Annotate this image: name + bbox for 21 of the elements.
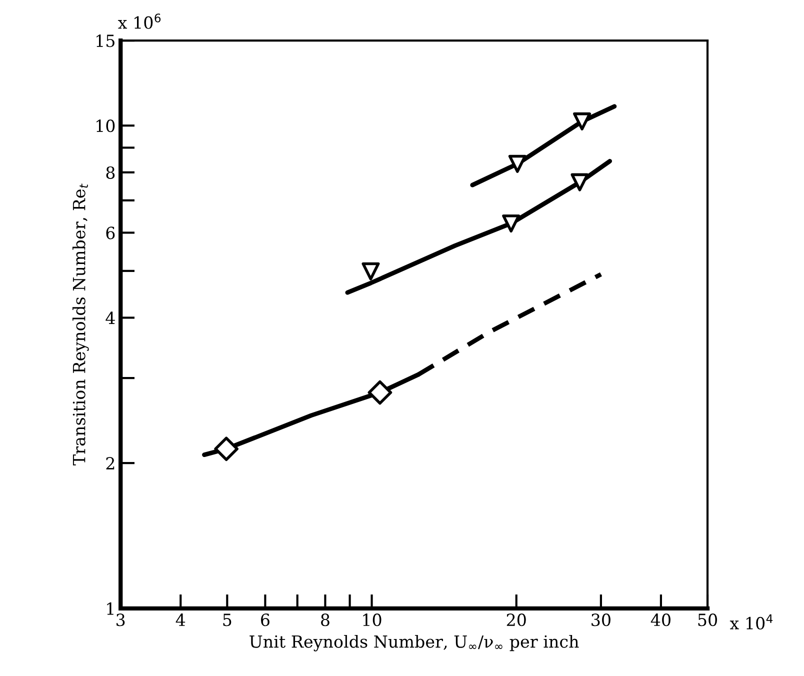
y-tick-label: 4 (106, 312, 115, 324)
x-tick-label: 30 (592, 614, 610, 626)
y-tick-label: 2 (106, 457, 114, 470)
x-tick-label: 20 (506, 614, 526, 626)
y-tick-label: 10 (96, 120, 115, 132)
x-tick-label: 8 (321, 614, 330, 626)
x-tick-label: 6 (261, 614, 270, 626)
x-tick-label: 50 (698, 614, 718, 626)
x-axis-title: Unit Reynolds Number, U$_{∞}$/ν$_{∞}$ per inch (250, 634, 579, 652)
y-tick-label: 15 (96, 34, 114, 48)
x-tick-label: 10 (363, 614, 382, 626)
y-axis-title: Transition Reynolds Number, Re$_{t}$ (72, 184, 89, 466)
y-tick-label: 1 (107, 602, 114, 615)
text: x 10$^{4}$ (730, 614, 773, 630)
text: x 10$^{6}$ (118, 14, 161, 29)
x-tick-label: 4 (176, 614, 186, 626)
x-tick-label: 5 (223, 614, 232, 626)
y-tick-label: 8 (106, 166, 115, 179)
x-tick-label: 40 (650, 614, 670, 626)
x-tick-label: 3 (116, 614, 125, 626)
y-tick-label: 6 (106, 226, 115, 240)
